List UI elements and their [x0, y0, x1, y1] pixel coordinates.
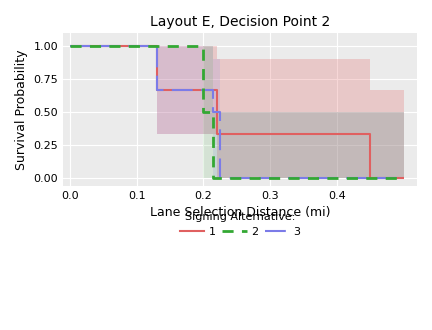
Y-axis label: Survival Probability: Survival Probability [15, 49, 28, 170]
X-axis label: Lane Selection Distance (mi): Lane Selection Distance (mi) [150, 206, 330, 219]
Title: Layout E, Decision Point 2: Layout E, Decision Point 2 [150, 15, 330, 29]
Legend: 1, 2, 3: 1, 2, 3 [175, 207, 305, 242]
